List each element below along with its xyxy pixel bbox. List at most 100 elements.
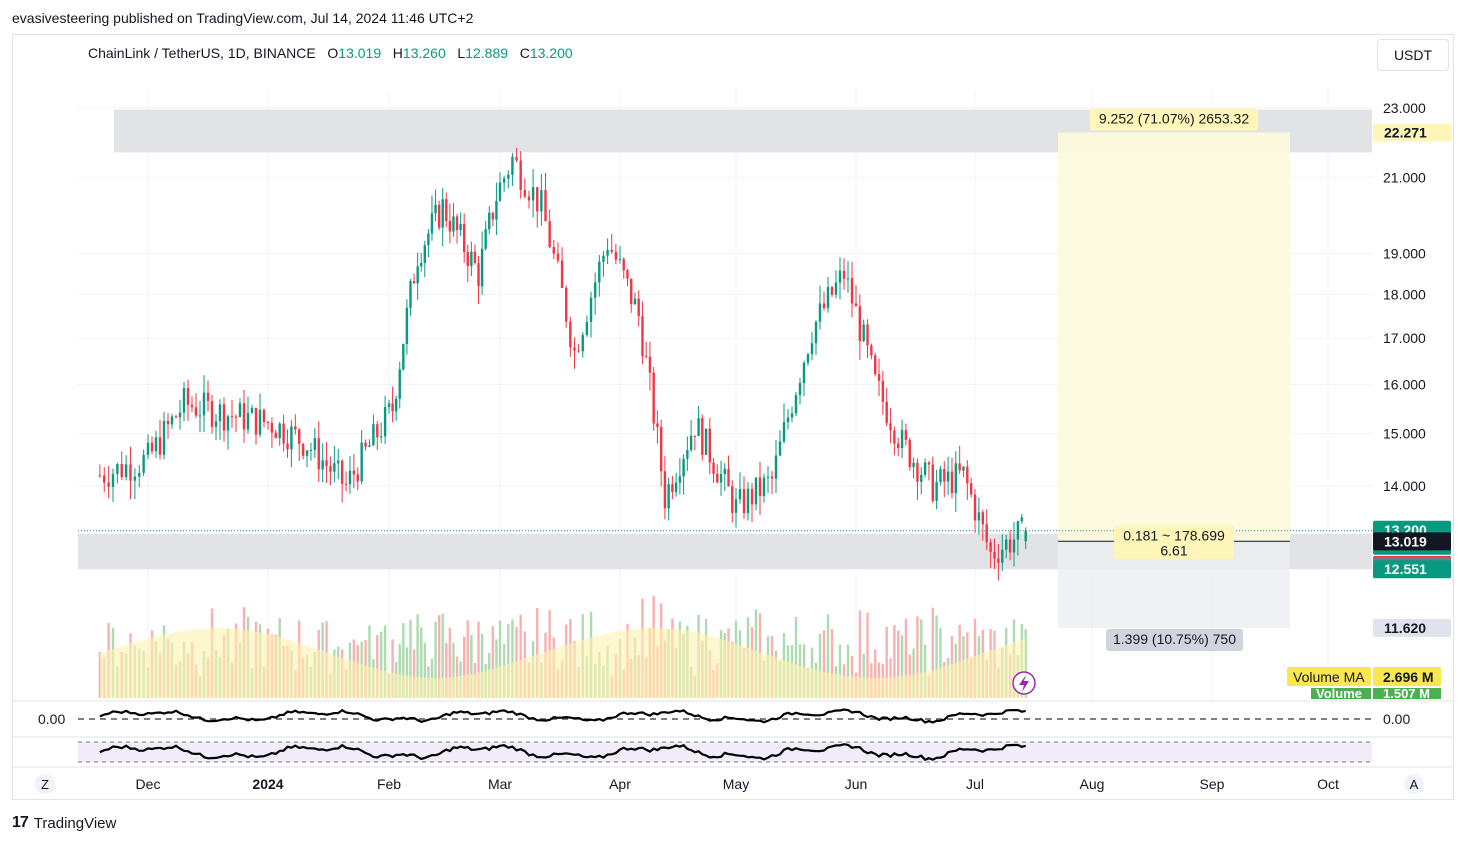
symbol-name[interactable]: ChainLink / TetherUS, 1D, BINANCE (88, 45, 316, 61)
candle-body (230, 416, 234, 418)
volume-bar (536, 608, 539, 698)
candle-body (206, 392, 210, 402)
candle-body (682, 458, 685, 477)
candle-body (379, 436, 383, 438)
candle-body (387, 403, 391, 408)
candle-body (394, 398, 398, 412)
candle-body (488, 212, 491, 230)
candle-body (107, 482, 110, 487)
y-tick-label: 23.000 (1383, 100, 1426, 116)
volume-bar (904, 618, 908, 698)
candle-body (246, 412, 250, 430)
candle-body (610, 249, 613, 252)
candle-body (716, 473, 719, 483)
candle-body (391, 403, 394, 412)
candle-body (340, 460, 344, 484)
candle-body (470, 251, 473, 267)
candle-body (671, 484, 674, 493)
candle-body (1024, 530, 1027, 542)
long-profit-zone (1058, 132, 1290, 542)
candle-body (166, 420, 170, 425)
candle-body (822, 303, 826, 308)
candle-body (430, 213, 434, 234)
candle-body (103, 475, 106, 483)
candle-body (758, 477, 762, 497)
volume-bar (873, 649, 877, 698)
candle-body (939, 469, 942, 482)
candle-body (527, 196, 531, 201)
candle-body (958, 463, 961, 471)
volume-bar (858, 610, 862, 698)
candle-body (850, 278, 854, 304)
currency-button[interactable]: USDT (1377, 39, 1449, 71)
candle-body (455, 216, 459, 230)
candle-body (162, 420, 166, 455)
candle-body (908, 439, 911, 468)
candle-body (462, 223, 466, 252)
auto-scale-button-a[interactable] (1404, 774, 1424, 794)
candle-body (931, 464, 934, 501)
entry-label: 0.181 ~ 178.699 (1123, 527, 1225, 543)
candle-body (897, 443, 900, 449)
candle-body (434, 204, 437, 214)
candle-body (218, 404, 222, 422)
candle-body (838, 270, 842, 283)
candle-body (977, 512, 981, 521)
candle-body (877, 374, 881, 381)
candle-body (1008, 539, 1012, 553)
y-tick-label: 15.000 (1383, 425, 1426, 441)
candle-body (270, 422, 274, 433)
candle-body (818, 303, 822, 322)
tradingview-logo-icon[interactable]: 17 (12, 814, 29, 831)
candle-body (182, 388, 186, 413)
candle-body (866, 324, 869, 346)
candle-body (286, 443, 289, 450)
volume-ma-value-tag (1373, 667, 1441, 686)
open-label: O (327, 45, 339, 61)
candle-body (459, 223, 462, 230)
zoom-button-z[interactable] (35, 774, 55, 794)
candle-body (693, 435, 697, 437)
flash-icon-bolt (1019, 675, 1029, 692)
candle-body (704, 428, 708, 455)
y-tick-label: 16.000 (1383, 376, 1426, 392)
candle-body (360, 442, 363, 482)
footer: 17 TradingView (12, 814, 116, 832)
target-label-bg (1090, 108, 1258, 131)
candle-body (854, 303, 858, 307)
candle-body (120, 463, 123, 478)
candle-body (790, 413, 794, 418)
y-tick-label: 14.000 (1383, 478, 1426, 494)
candle-body (885, 401, 888, 424)
volume-bar (822, 630, 826, 698)
volume-bar (379, 631, 383, 698)
candle-body (202, 392, 206, 416)
volume-bar (391, 639, 394, 698)
volume-bar (376, 634, 379, 698)
candle-body (589, 297, 593, 322)
candle-body (712, 462, 715, 474)
volume-bar (405, 647, 409, 698)
candle-body (774, 455, 778, 479)
candle-body (686, 450, 689, 459)
high-label: H (392, 45, 403, 61)
volume-value-tag (1373, 688, 1441, 699)
candle-body (916, 462, 919, 482)
candle-body (552, 247, 555, 254)
candle-body (409, 281, 412, 308)
price-badge-label: 11.620 (1384, 620, 1426, 636)
candle-body (834, 282, 838, 295)
volume-bar (935, 615, 938, 698)
candle-body (973, 494, 977, 521)
candle-body (738, 489, 742, 500)
candle-body (731, 486, 734, 513)
candle-body (242, 403, 246, 430)
candle-body (544, 190, 547, 222)
x-tick-label: Jun (845, 776, 868, 792)
volume-ma-value: 2.696 M (1383, 669, 1434, 685)
volume-bar (416, 614, 419, 698)
rsi-line (99, 743, 1026, 762)
candle-body (337, 460, 340, 464)
candle-body (814, 321, 818, 344)
